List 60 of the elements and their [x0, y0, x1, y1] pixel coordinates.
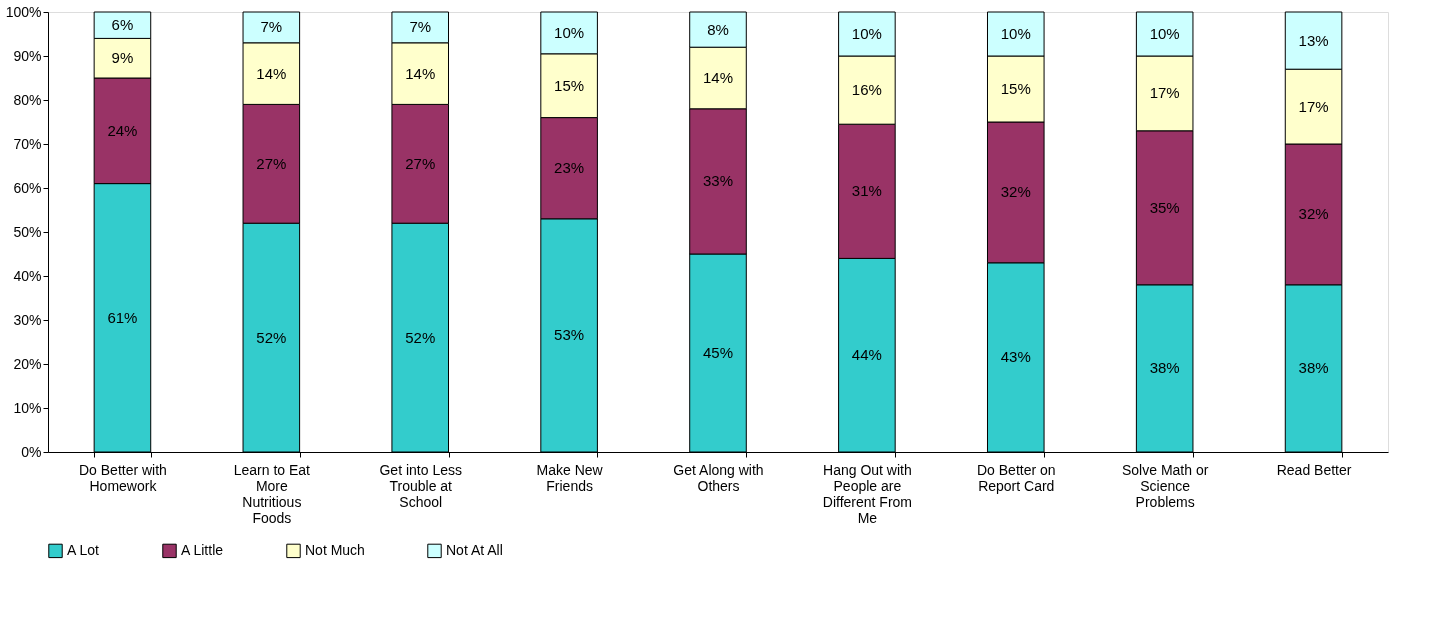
- legend-label: Not Much: [305, 541, 365, 558]
- y-tick-label: 100%: [5, 3, 42, 20]
- data-label: 35%: [1149, 198, 1180, 216]
- data-label: 10%: [554, 23, 585, 41]
- y-tick-label: 50%: [13, 223, 42, 240]
- data-label: 17%: [1149, 84, 1180, 102]
- y-tick-label: 90%: [13, 47, 42, 64]
- y-tick-label: 10%: [13, 399, 42, 416]
- data-label: 52%: [256, 328, 287, 346]
- data-label: 6%: [111, 16, 134, 34]
- data-label: 10%: [1000, 25, 1031, 42]
- data-label: 9%: [111, 49, 134, 67]
- y-tick-label: 80%: [13, 91, 42, 108]
- legend-label: A Little: [181, 541, 224, 558]
- data-label: 14%: [702, 69, 734, 86]
- y-tick-label: 60%: [13, 179, 42, 196]
- data-label: 61%: [107, 308, 138, 326]
- x-tick-label: Get Along with Others: [673, 461, 764, 494]
- data-label: 52%: [405, 328, 436, 346]
- x-tick-label: Learn to Eat More Nutritious Foods: [233, 461, 311, 526]
- data-label: 24%: [107, 121, 138, 139]
- x-tick-label: Read Better: [1276, 461, 1352, 478]
- data-label: 23%: [554, 159, 585, 177]
- data-label: 14%: [256, 64, 287, 82]
- x-tick-label: Get into Less Trouble at School: [379, 461, 462, 510]
- data-label: 45%: [702, 344, 734, 361]
- data-label: 15%: [1000, 80, 1031, 97]
- data-label: 43%: [1000, 348, 1031, 366]
- legend-label: A Lot: [67, 541, 100, 558]
- data-label: 13%: [1298, 31, 1329, 49]
- data-label: 32%: [1298, 205, 1329, 223]
- y-tick-label: 40%: [13, 267, 42, 284]
- y-tick-label: 30%: [13, 311, 42, 328]
- data-label: 38%: [1149, 359, 1180, 377]
- data-label: 14%: [405, 64, 436, 82]
- data-label: 10%: [1149, 25, 1180, 42]
- data-label: 16%: [851, 81, 882, 99]
- data-label: 33%: [702, 172, 734, 190]
- y-tick-label: 70%: [13, 135, 42, 152]
- data-label: 38%: [1298, 359, 1329, 377]
- x-tick-label: Solve Math or Science Problems: [1121, 461, 1209, 510]
- x-tick-label: Do Better on Report Card: [976, 461, 1056, 494]
- x-tick-label: Make New Friends: [536, 461, 604, 494]
- x-tick-label: Do Better with Homework: [78, 461, 167, 494]
- data-label: 8%: [707, 20, 729, 38]
- x-tick-label: Hang Out with People are Different From Me: [822, 461, 912, 526]
- data-label: 27%: [405, 154, 436, 172]
- data-label: 27%: [256, 154, 287, 172]
- data-label: 44%: [851, 346, 882, 364]
- legend-label: Not At All: [446, 541, 503, 558]
- data-label: 7%: [260, 18, 283, 36]
- y-tick-label: 0%: [21, 443, 42, 460]
- y-tick-label: 20%: [13, 355, 42, 372]
- data-label: 31%: [851, 182, 882, 200]
- data-label: 32%: [1000, 183, 1031, 201]
- data-label: 7%: [409, 18, 432, 36]
- data-label: 53%: [554, 326, 585, 344]
- data-label: 17%: [1298, 97, 1329, 115]
- data-label: 10%: [851, 25, 882, 42]
- data-label: 15%: [554, 76, 585, 94]
